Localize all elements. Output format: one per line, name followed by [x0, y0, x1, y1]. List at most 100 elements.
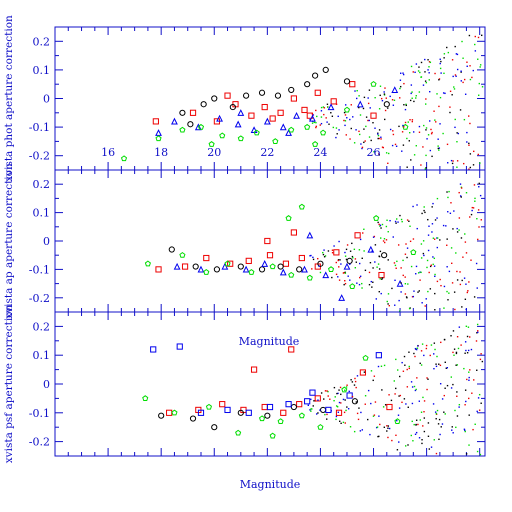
data-point [378, 137, 380, 140]
data-point [468, 444, 470, 446]
data-point [472, 428, 474, 431]
data-point [449, 90, 452, 93]
data-point [433, 265, 436, 267]
data-point [452, 160, 454, 162]
data-point [330, 112, 332, 114]
data-point [436, 217, 438, 219]
data-point [425, 344, 428, 347]
data-point [477, 94, 480, 96]
data-point [449, 212, 452, 215]
data-point [456, 68, 459, 71]
data-point [456, 364, 459, 366]
data-point [394, 220, 397, 223]
data-point [437, 147, 440, 150]
data-point [224, 92, 231, 99]
data-point [335, 418, 337, 421]
data-point [372, 122, 374, 124]
data-point [410, 65, 413, 68]
data-point [359, 133, 361, 136]
data-point [179, 126, 186, 133]
data-point [420, 76, 423, 78]
data-point [466, 352, 469, 354]
data-point [381, 99, 384, 102]
data-point [385, 97, 387, 99]
data-point [327, 395, 329, 397]
data-point [326, 413, 328, 416]
data-point [320, 110, 323, 112]
data-point [269, 115, 276, 122]
data-point [420, 411, 423, 413]
data-point [264, 412, 271, 419]
data-point [383, 101, 390, 108]
data-point [368, 283, 371, 286]
data-point [406, 256, 408, 259]
data-point [448, 270, 451, 273]
data-point [395, 358, 397, 361]
data-point [344, 124, 346, 127]
data-point [432, 403, 435, 405]
y-tick-label: -0.2 [29, 292, 50, 305]
data-point [377, 365, 380, 368]
data-point [338, 389, 340, 391]
panel-3: -0.2 -0.1 0 0.1 0.2 xvista psf aperture corre… [3, 305, 486, 491]
data-point [420, 257, 423, 259]
data-point [466, 65, 468, 67]
data-point [418, 66, 420, 68]
data-point [310, 254, 312, 257]
data-point [347, 408, 350, 410]
y-tick-label: -0.1 [29, 263, 50, 276]
data-point [414, 347, 417, 350]
data-point [323, 113, 325, 116]
data-point [467, 326, 470, 328]
data-point [436, 237, 438, 239]
data-point [419, 419, 421, 421]
data-point [203, 269, 210, 275]
data-point [325, 406, 332, 414]
data-point [429, 265, 432, 268]
y-tick-label: -0.1 [29, 121, 50, 134]
data-point [465, 453, 468, 455]
data-point [335, 103, 338, 105]
data-point [396, 260, 398, 263]
data-point [335, 405, 338, 407]
data-point [301, 106, 308, 114]
data-point [285, 129, 292, 136]
data-point [476, 332, 478, 334]
data-point [434, 275, 436, 278]
data-point [468, 379, 470, 381]
data-point [315, 413, 318, 415]
y-axis-label: xvista ap aperture correction [3, 163, 15, 319]
series-red [155, 229, 385, 279]
data-point [451, 59, 454, 61]
data-point [378, 271, 385, 279]
data-point [473, 184, 476, 186]
data-point [351, 395, 354, 398]
data-point [453, 210, 455, 212]
data-point [381, 146, 384, 148]
data-point [420, 243, 423, 245]
data-point [466, 61, 468, 63]
data-point [477, 238, 479, 241]
y-axis-label: xvista psf aperture correction [3, 305, 15, 464]
data-point [399, 375, 401, 378]
data-point [400, 267, 402, 269]
data-point [474, 423, 476, 425]
data-point [402, 259, 404, 262]
data-point [413, 352, 415, 355]
y-tick-label: -0.1 [29, 407, 50, 420]
data-point [349, 81, 356, 88]
data-point [420, 364, 423, 366]
data-point [401, 131, 404, 133]
data-point [258, 415, 266, 422]
data-point [468, 371, 470, 373]
data-point [423, 206, 425, 208]
data-point [415, 95, 417, 97]
data-point [386, 300, 388, 303]
data-point [408, 307, 411, 310]
data-point [261, 103, 268, 111]
data-point [435, 418, 437, 420]
data-point [443, 411, 445, 413]
data-point [323, 398, 325, 400]
data-point [448, 190, 450, 193]
data-point [413, 385, 416, 388]
